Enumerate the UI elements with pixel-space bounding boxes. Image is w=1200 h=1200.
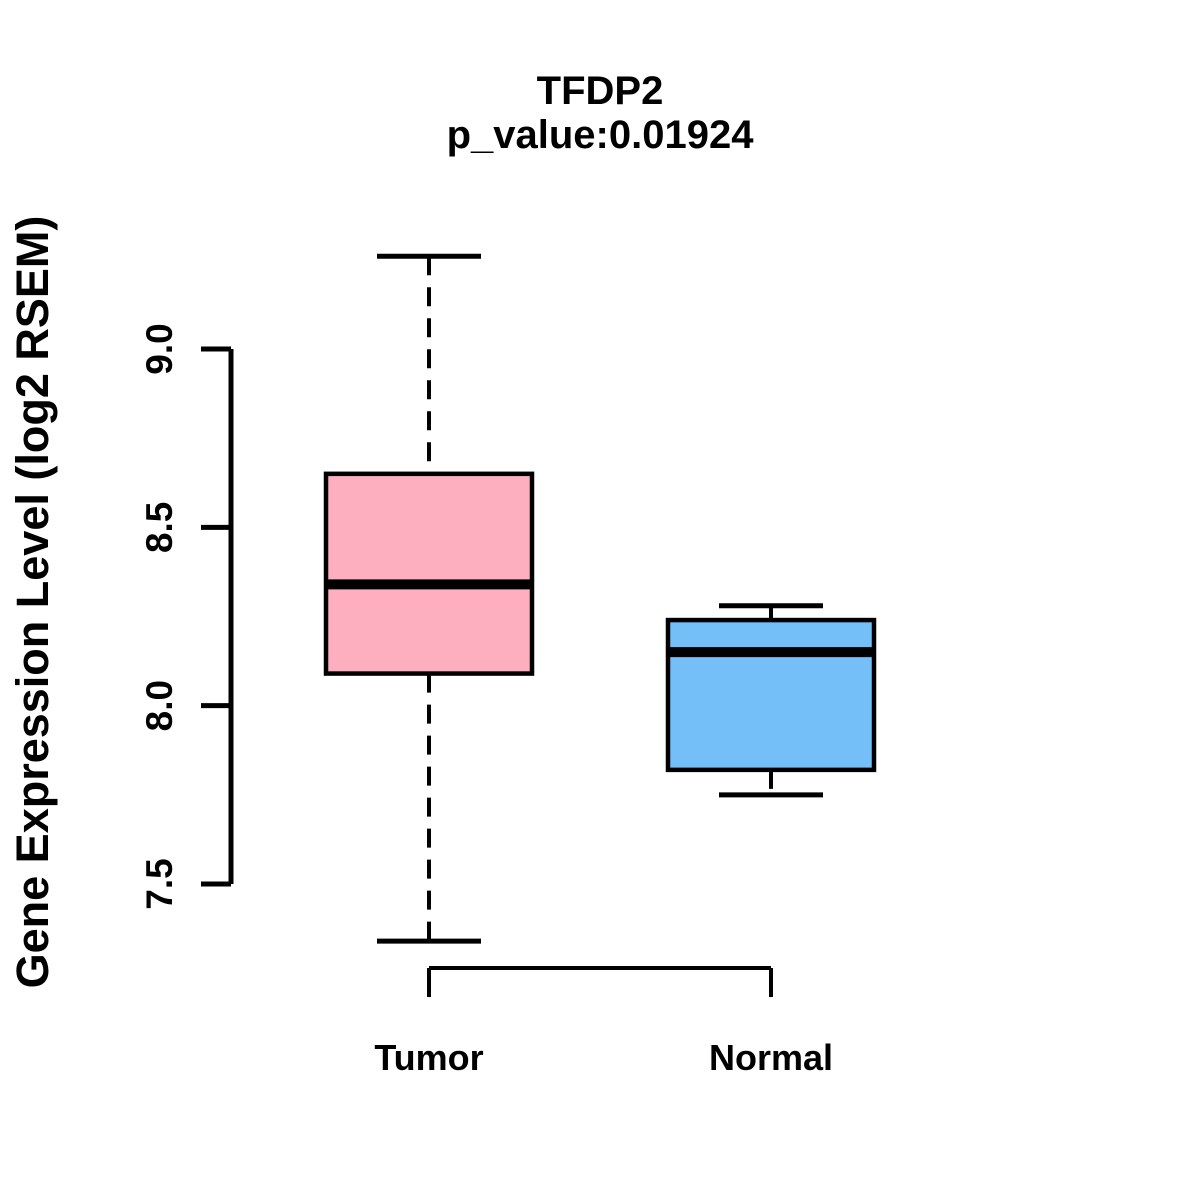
chart-title: TFDP2 — [536, 69, 664, 113]
y-tick-label: 9.0 — [139, 323, 180, 374]
box-tumor — [323, 471, 535, 676]
y-tick-label: 8.5 — [139, 502, 180, 553]
chart-subtitle: p_value:0.01924 — [446, 113, 754, 157]
category-label-normal: Normal — [709, 1037, 833, 1078]
title-block: TFDP2 p_value:0.01924 — [0, 69, 1200, 157]
box-normal — [665, 617, 877, 773]
category-label-tumor: Tumor — [374, 1037, 483, 1078]
y-tick-label: 8.0 — [139, 680, 180, 731]
y-tick-label: 7.5 — [139, 858, 180, 909]
